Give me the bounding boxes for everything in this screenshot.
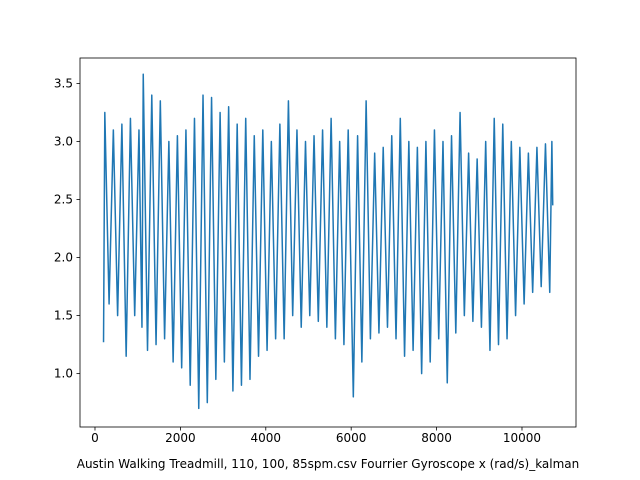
y-tick-label: 2.5 — [54, 193, 73, 207]
y-tick-label: 2.0 — [54, 251, 73, 265]
x-tick-label: 2000 — [165, 431, 196, 445]
x-tick-label: 4000 — [251, 431, 282, 445]
axes-frame — [79, 57, 577, 428]
data-line — [102, 73, 554, 410]
x-tick-label: 0 — [91, 431, 99, 445]
y-tick-label: 1.0 — [54, 367, 73, 381]
x-tick-label: 8000 — [421, 431, 452, 445]
y-tick-label: 1.5 — [54, 309, 73, 323]
x-tick-label: 10000 — [503, 431, 541, 445]
y-tick-label: 3.5 — [54, 77, 73, 91]
x-axis-label: Austin Walking Treadmill, 110, 100, 85sp… — [77, 457, 580, 471]
x-tick-label: 6000 — [336, 431, 367, 445]
y-tick-label: 3.0 — [54, 135, 73, 149]
